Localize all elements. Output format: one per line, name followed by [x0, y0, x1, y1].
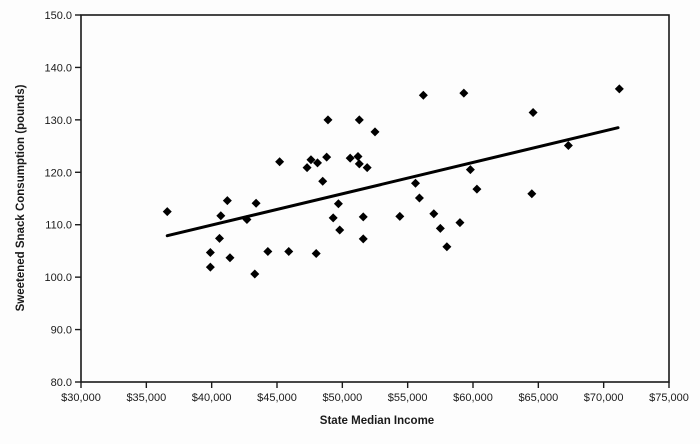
data-point-diamond: [442, 242, 452, 252]
data-point-diamond: [411, 178, 421, 188]
data-point-diamond: [275, 157, 285, 167]
data-point-diamond: [333, 199, 343, 209]
x-tick-label: $75,000: [649, 392, 689, 404]
x-tick-label: $50,000: [322, 392, 362, 404]
data-point-diamond: [322, 152, 332, 162]
data-point-diamond: [418, 90, 428, 100]
trend-line: [165, 126, 620, 238]
x-tick-label: $55,000: [388, 392, 428, 404]
data-point-diamond: [345, 153, 355, 163]
data-point-diamond: [302, 163, 312, 173]
data-point-diamond: [527, 189, 537, 199]
x-tick-label: $30,000: [61, 392, 101, 404]
data-point-diamond: [354, 115, 364, 125]
y-tick-label: 110.0: [45, 220, 72, 232]
data-point-diamond: [318, 176, 328, 186]
data-point-diamond: [225, 253, 235, 263]
data-point-diamond: [205, 248, 215, 258]
y-tick-label: 100.0: [44, 272, 72, 284]
data-point-diamond: [455, 218, 465, 228]
data-point-diamond: [459, 88, 469, 98]
data-point-diamond: [370, 127, 380, 137]
data-point-diamond: [358, 212, 368, 222]
data-point-diamond: [563, 141, 573, 151]
data-point-diamond: [414, 193, 424, 203]
data-point-diamond: [328, 213, 338, 223]
data-point-diamond: [429, 209, 439, 219]
plot-border: [80, 14, 670, 383]
y-tick-label: 140.0: [44, 62, 72, 74]
data-point-diamond: [205, 262, 215, 272]
data-point-diamond: [435, 223, 445, 233]
data-point-diamond: [222, 196, 232, 206]
data-point-diamond: [162, 207, 172, 217]
data-point-diamond: [284, 246, 294, 256]
y-tick-label: 150.0: [44, 10, 72, 22]
x-axis-title: State Median Income: [320, 415, 434, 427]
data-point-diamond: [358, 234, 368, 244]
data-point-diamond: [395, 211, 405, 221]
y-tick-label: 80.0: [51, 377, 72, 389]
y-tick-label: 120.0: [44, 167, 72, 179]
x-tick-label: $35,000: [126, 392, 166, 404]
data-point-diamond: [614, 84, 624, 94]
y-tick-label: 90.0: [51, 325, 72, 337]
x-tick-label: $65,000: [518, 392, 558, 404]
data-point-diamond: [216, 211, 226, 221]
data-point-diamond: [263, 246, 273, 256]
x-tick-label: $45,000: [257, 392, 297, 404]
data-point-diamond: [472, 184, 482, 194]
data-point-diamond: [251, 198, 261, 208]
data-point-diamond: [528, 108, 538, 118]
data-point-diamond: [306, 155, 316, 165]
y-tick-label: 130.0: [44, 115, 72, 127]
data-point-diamond: [313, 158, 323, 168]
x-tick-label: $70,000: [584, 392, 624, 404]
data-point-diamond: [335, 225, 345, 235]
x-tick-label: $40,000: [192, 392, 232, 404]
data-point-diamond: [323, 115, 333, 125]
data-point-diamond: [354, 159, 364, 169]
data-point-diamond: [362, 163, 372, 173]
data-point-diamond: [242, 214, 252, 224]
data-point-diamond: [311, 249, 321, 259]
data-point-diamond: [465, 165, 475, 175]
x-tick-label: $60,000: [453, 392, 493, 404]
y-axis-title: Sweetened Snack Consumption (pounds): [15, 84, 27, 311]
data-point-diamond: [353, 152, 363, 162]
plot-content: $30,000 $35,000 $40,000 $45,000 $50,000 $55,0…: [44, 10, 688, 404]
data-point-diamond: [250, 269, 260, 279]
data-point-diamond: [215, 233, 225, 243]
